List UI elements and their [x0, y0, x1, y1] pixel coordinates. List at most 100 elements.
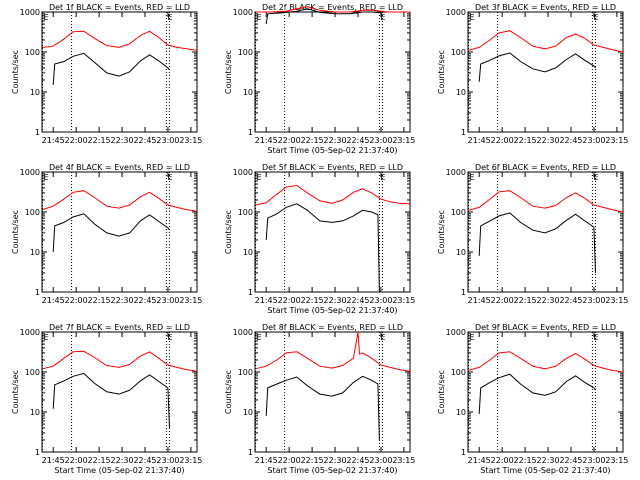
- x-tick-label: 21:45: [42, 136, 65, 145]
- y-tick-label: 10: [30, 248, 40, 257]
- axes-frame: [467, 171, 624, 293]
- x-tick-label: 23:15: [392, 296, 415, 305]
- x-tick-label: 22:30: [111, 136, 134, 145]
- panel-title: Det 8f BLACK = Events, RED = LLD: [262, 323, 403, 332]
- x-tick-label: 22:30: [537, 136, 560, 145]
- axes-frame: [41, 331, 198, 453]
- x-tick-label: 22:00: [65, 136, 88, 145]
- panel-title: Det 4f BLACK = Events, RED = LLD: [49, 163, 190, 172]
- y-tick-label: 1: [461, 288, 466, 297]
- x-tick-label: 23:00: [156, 456, 179, 465]
- y-tick-label: 1: [248, 448, 253, 457]
- marker-label: E: [593, 173, 598, 182]
- marker-label: E: [257, 173, 262, 182]
- marker-label: E: [167, 173, 172, 182]
- x-tick-label: 23:15: [179, 456, 202, 465]
- series-line-lld: [255, 184, 411, 206]
- series-line-lld: [468, 351, 624, 373]
- axes-frame: [467, 11, 624, 133]
- y-tick-label: 100: [451, 368, 466, 377]
- x-tick-label: 23:15: [179, 296, 202, 305]
- marker-label: E: [167, 13, 172, 22]
- y-axis-label: Counts/sec: [437, 210, 446, 254]
- y-axis-label: Counts/sec: [224, 370, 233, 414]
- x-tick-label: 21:45: [468, 296, 491, 305]
- y-tick-label: 100: [25, 208, 40, 217]
- x-tick-label: 22:45: [559, 136, 582, 145]
- x-tick-label: 22:45: [133, 136, 156, 145]
- panel-title: Det 1f BLACK = Events, RED = LLD: [49, 3, 190, 12]
- series-line-events: [265, 203, 380, 293]
- series-line-events: [52, 213, 170, 253]
- y-axis-label: Counts/sec: [437, 370, 446, 414]
- x-tick-label: 22:15: [88, 136, 111, 145]
- x-tick-label: 21:45: [42, 296, 65, 305]
- marker-label: E: [593, 13, 598, 22]
- y-tick-label: 10: [456, 88, 466, 97]
- x-tick-label: 22:15: [88, 456, 111, 465]
- x-tick-label: 22:45: [559, 456, 582, 465]
- y-tick-label: 1000: [446, 168, 466, 177]
- y-tick-label: 100: [451, 48, 466, 57]
- x-tick-label: 21:45: [255, 136, 278, 145]
- y-tick-label: 100: [238, 368, 253, 377]
- series-line-events: [52, 52, 170, 86]
- x-tick-label: 21:45: [468, 136, 491, 145]
- x-tick-label: 22:15: [301, 136, 324, 145]
- x-tick-label: 22:15: [514, 296, 537, 305]
- x-tick-label: 23:15: [392, 136, 415, 145]
- x-tick-label: 22:15: [88, 296, 111, 305]
- y-tick-label: 1: [35, 288, 40, 297]
- x-tick-label: 22:00: [491, 456, 514, 465]
- x-tick-label: 21:45: [42, 456, 65, 465]
- panel-title: Det 3f BLACK = Events, RED = LLD: [475, 3, 616, 12]
- y-tick-label: 1000: [446, 328, 466, 337]
- x-tick-label: 23:00: [582, 456, 605, 465]
- x-tick-label: 23:00: [369, 136, 392, 145]
- x-tick-label: 22:45: [559, 296, 582, 305]
- panel-title: Det 6f BLACK = Events, RED = LLD: [475, 163, 616, 172]
- y-axis-label: Counts/sec: [11, 210, 20, 254]
- series-line-lld: [42, 350, 198, 372]
- marker-label: E: [44, 13, 49, 22]
- x-tick-label: 22:45: [346, 136, 369, 145]
- marker-label: E: [380, 173, 385, 182]
- x-axis-label: Start Time (05-Sep-02 21:37:40): [267, 306, 397, 315]
- axes-frame: [254, 171, 411, 293]
- x-tick-label: 21:45: [255, 296, 278, 305]
- y-tick-label: 100: [238, 208, 253, 217]
- x-axis-label: Start Time (05-Sep-02 21:37:40): [54, 466, 184, 475]
- x-tick-label: 23:00: [156, 136, 179, 145]
- x-tick-label: 23:15: [605, 456, 628, 465]
- y-tick-label: 1: [35, 128, 40, 137]
- y-tick-label: 10: [243, 248, 253, 257]
- x-tick-label: 22:30: [537, 456, 560, 465]
- series-line-lld: [42, 190, 198, 212]
- marker-label: E: [44, 333, 49, 342]
- axes-frame: [254, 11, 411, 133]
- x-tick-label: 23:00: [156, 296, 179, 305]
- series-line-lld: [468, 190, 624, 213]
- x-tick-label: 22:00: [278, 136, 301, 145]
- x-tick-label: 22:30: [537, 296, 560, 305]
- x-axis-label: Start Time (05-Sep-02 21:37:40): [267, 146, 397, 155]
- series-line-lld: [468, 30, 624, 53]
- y-tick-label: 1000: [233, 328, 253, 337]
- x-tick-label: 23:15: [392, 456, 415, 465]
- x-tick-label: 23:15: [605, 136, 628, 145]
- series-line-events: [265, 8, 383, 25]
- x-tick-label: 23:00: [369, 456, 392, 465]
- series-line-events: [478, 212, 596, 273]
- x-tick-label: 21:45: [468, 456, 491, 465]
- x-tick-label: 21:45: [255, 456, 278, 465]
- x-tick-label: 22:30: [324, 456, 347, 465]
- marker-label: E: [470, 333, 475, 342]
- panel-title: Det 9f BLACK = Events, RED = LLD: [475, 323, 616, 332]
- y-tick-label: 100: [25, 48, 40, 57]
